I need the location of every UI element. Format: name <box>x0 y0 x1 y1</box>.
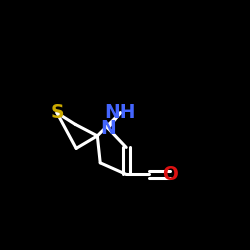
Text: S: S <box>50 103 64 122</box>
Text: N: N <box>100 119 116 138</box>
Text: NH: NH <box>105 103 136 122</box>
Text: O: O <box>162 165 178 184</box>
